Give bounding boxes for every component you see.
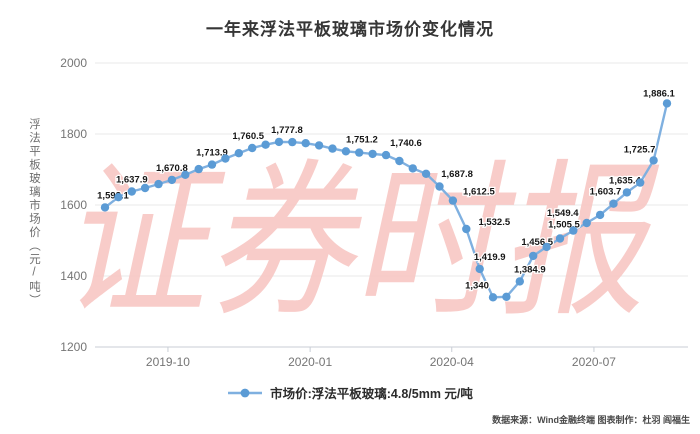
data-point-label: 1,419.9 [474,252,506,263]
legend-line-marker-icon [228,388,263,397]
data-point [395,156,404,166]
data-point [114,193,123,202]
x-tick-label: 2019-10 [146,355,190,369]
data-point [100,203,110,212]
y-axis-title: 浮法平板玻璃市场价（元/吨） [28,118,40,308]
x-tick-label: 2020-01 [288,355,332,369]
watermark-text: 证券时报 [60,144,660,340]
data-point-label: 1,713.9 [196,148,228,159]
data-point [542,242,551,252]
legend: 市场价:浮法平板玻璃:4.8/5mm 元/吨 [0,383,700,402]
data-point [636,178,645,187]
data-point-label: 1,740.6 [390,138,422,149]
legend-label: 市场价:浮法平板玻璃:4.8/5mm 元/吨 [270,387,473,401]
data-point [274,137,284,147]
data-point [448,196,458,205]
data-point [127,187,136,196]
data-point [248,143,257,153]
data-point [502,292,511,301]
data-point [368,149,377,159]
data-point-label: 1,670.8 [156,163,188,174]
credits: 数据来源：Wind金融终端 图表制作：杜羽 阎福生 [492,415,690,425]
data-point-label: 1,549.4 [547,208,579,219]
data-point [261,140,270,149]
data-point [582,218,591,228]
data-point [421,169,431,178]
data-point [475,264,484,274]
data-point-label: 1,603.7 [590,187,622,198]
data-point [194,164,203,174]
data-point [662,99,672,108]
y-tick-label: 1600 [60,198,87,212]
data-point [595,210,605,220]
data-point [381,150,391,160]
data-point-label: 1,777.8 [271,125,303,136]
data-point [154,179,163,189]
data-point-label: 1,340 [465,280,489,291]
data-point [649,156,658,165]
data-point [529,251,538,261]
data-point-label: 1,687.8 [441,169,473,180]
y-tick-label: 1400 [60,269,87,283]
data-point-label: 1,384.9 [514,264,546,275]
data-point [408,164,417,173]
data-point-label: 1,612.5 [463,187,495,198]
data-point-label: 1,886.1 [643,88,675,99]
data-point [609,199,618,208]
data-point-label: 1,637.9 [116,175,148,186]
data-point [288,137,297,147]
data-point [328,144,337,153]
data-point-label: 1,760.5 [232,131,264,142]
data-point-label: 1,593.1 [97,190,129,201]
y-tick-label: 1200 [60,340,87,354]
data-point [555,234,565,243]
data-point [301,139,310,148]
data-point [221,154,230,163]
data-point [341,147,351,156]
data-point [488,293,498,302]
data-point [181,170,190,179]
data-point [622,188,632,197]
data-point-label: 1,751.2 [346,134,378,145]
data-point [314,141,324,150]
y-tick-label: 1800 [60,127,87,141]
chart-title: 一年来浮法平板玻璃市场价变化情况 [206,20,494,39]
data-point [207,160,217,169]
data-point [140,183,150,193]
data-point-label: 1,635.4 [609,175,641,186]
y-tick-label: 2000 [60,56,87,70]
data-point [167,175,177,185]
data-point [355,148,364,157]
data-point-label: 1,725.7 [624,144,656,155]
data-point [435,182,444,191]
x-tick-label: 2020-07 [572,355,616,369]
data-point [234,149,243,158]
data-point-label: 1,532.5 [478,217,510,228]
x-tick-label: 2020-04 [430,355,474,369]
data-point [462,224,471,234]
data-point [569,226,578,235]
data-point [515,277,524,286]
